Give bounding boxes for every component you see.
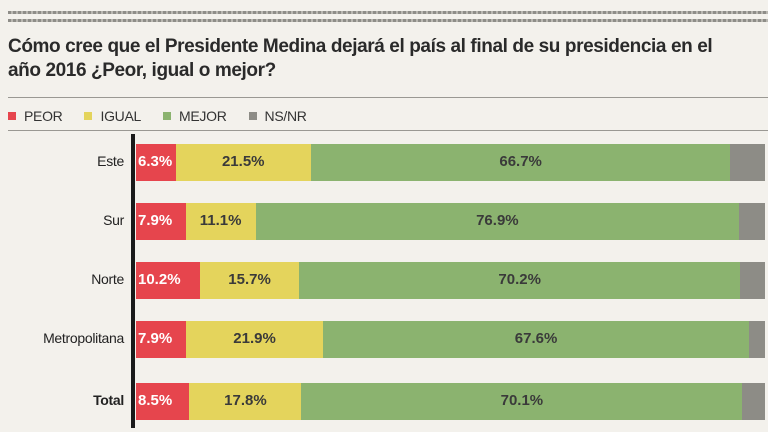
bar-peor <box>136 383 190 420</box>
bar-peor <box>136 203 186 240</box>
legend-swatch <box>163 112 171 120</box>
legend-label: MEJOR <box>179 108 227 124</box>
data-label: 10.2% <box>138 271 181 288</box>
data-label: 76.9% <box>476 212 519 229</box>
data-label: 70.2% <box>498 271 541 288</box>
divider <box>8 130 768 131</box>
data-label: 8.5% <box>138 392 173 409</box>
legend-label: NS/NR <box>264 108 307 124</box>
legend-swatch <box>8 112 16 120</box>
data-label: 15.7% <box>228 271 271 288</box>
bar-igual <box>185 203 256 240</box>
bar-ns-nr <box>742 383 765 420</box>
data-label: 66.7% <box>499 153 542 170</box>
data-label: 70.1% <box>500 392 544 409</box>
bar-ns-nr <box>740 262 765 299</box>
decorative-rule <box>8 19 768 22</box>
bar-igual <box>189 383 302 420</box>
data-label: 17.8% <box>224 392 267 409</box>
bar-ns-nr <box>748 321 765 358</box>
category-label: Sur <box>103 212 124 228</box>
legend: PEOR IGUAL MEJOR NS/NR <box>8 108 307 124</box>
bar-ns-nr <box>730 144 765 181</box>
legend-swatch <box>84 112 93 120</box>
legend-label: IGUAL <box>100 108 141 124</box>
chart-title: Cómo cree que el Presidente Medina dejar… <box>8 36 713 81</box>
data-label: 21.5% <box>221 153 265 170</box>
bar-igual <box>200 262 299 299</box>
y-axis <box>131 134 135 428</box>
bar-mejor <box>298 262 741 299</box>
bar-mejor <box>323 321 749 358</box>
bar-ns-nr <box>739 203 765 240</box>
decorative-rule <box>8 11 768 14</box>
bar-igual <box>175 144 311 181</box>
legend-item: MEJOR <box>163 108 227 124</box>
bar-peor <box>136 321 186 358</box>
category-label: Metropolitana <box>43 330 124 346</box>
category-label: Este <box>97 153 124 169</box>
data-label: 7.9% <box>138 212 173 229</box>
legend-label: PEOR <box>24 108 63 124</box>
bar-mejor <box>255 203 740 240</box>
legend-item: PEOR <box>8 108 63 124</box>
data-label: 7.9% <box>138 330 173 347</box>
legend-item: NS/NR <box>248 108 307 124</box>
data-label: 6.3% <box>138 153 173 170</box>
bar-igual <box>185 321 324 358</box>
bar-mejor <box>301 383 743 420</box>
divider <box>8 97 768 98</box>
data-label: 11.1% <box>199 212 242 229</box>
legend-swatch <box>248 112 257 120</box>
category-label: Total <box>93 392 124 408</box>
category-label: Norte <box>91 271 124 287</box>
data-label: 21.9% <box>233 330 276 347</box>
data-label: 67.6% <box>514 330 558 347</box>
bar-mejor <box>310 144 731 181</box>
bar-peor <box>136 144 176 181</box>
legend-item: IGUAL <box>84 108 141 124</box>
bar-peor <box>136 262 201 299</box>
